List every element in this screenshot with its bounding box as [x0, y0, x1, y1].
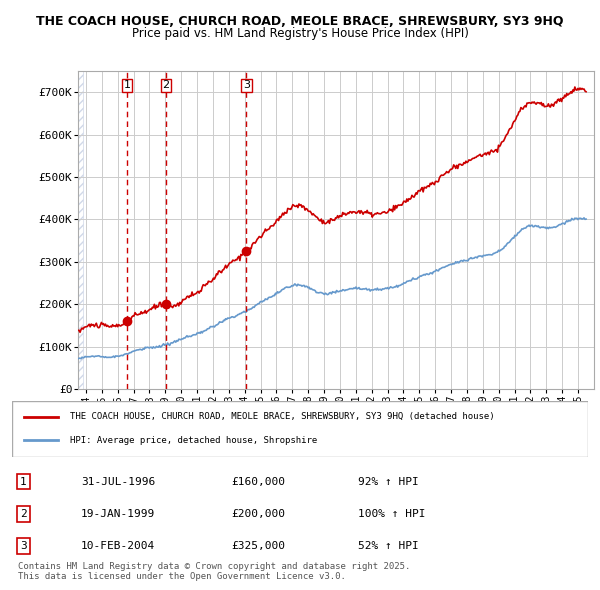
- Text: 52% ↑ HPI: 52% ↑ HPI: [358, 541, 418, 551]
- Text: THE COACH HOUSE, CHURCH ROAD, MEOLE BRACE, SHREWSBURY, SY3 9HQ: THE COACH HOUSE, CHURCH ROAD, MEOLE BRAC…: [36, 15, 564, 28]
- Text: Contains HM Land Registry data © Crown copyright and database right 2025.: Contains HM Land Registry data © Crown c…: [18, 562, 410, 571]
- Text: THE COACH HOUSE, CHURCH ROAD, MEOLE BRACE, SHREWSBURY, SY3 9HQ (detached house): THE COACH HOUSE, CHURCH ROAD, MEOLE BRAC…: [70, 412, 494, 421]
- Text: 100% ↑ HPI: 100% ↑ HPI: [358, 509, 425, 519]
- Text: 31-JUL-1996: 31-JUL-1996: [81, 477, 155, 487]
- FancyBboxPatch shape: [12, 401, 588, 457]
- Text: Price paid vs. HM Land Registry's House Price Index (HPI): Price paid vs. HM Land Registry's House …: [131, 27, 469, 40]
- Text: 2: 2: [20, 509, 27, 519]
- Text: 2: 2: [163, 80, 170, 90]
- Text: HPI: Average price, detached house, Shropshire: HPI: Average price, detached house, Shro…: [70, 436, 317, 445]
- Text: £160,000: £160,000: [231, 477, 285, 487]
- Text: 3: 3: [20, 541, 27, 551]
- Text: 1: 1: [20, 477, 27, 487]
- Text: 1: 1: [124, 80, 130, 90]
- Text: £200,000: £200,000: [231, 509, 285, 519]
- Text: 3: 3: [243, 80, 250, 90]
- Text: 92% ↑ HPI: 92% ↑ HPI: [358, 477, 418, 487]
- Text: £325,000: £325,000: [231, 541, 285, 551]
- Text: 10-FEB-2004: 10-FEB-2004: [81, 541, 155, 551]
- Text: This data is licensed under the Open Government Licence v3.0.: This data is licensed under the Open Gov…: [18, 572, 346, 581]
- Text: 19-JAN-1999: 19-JAN-1999: [81, 509, 155, 519]
